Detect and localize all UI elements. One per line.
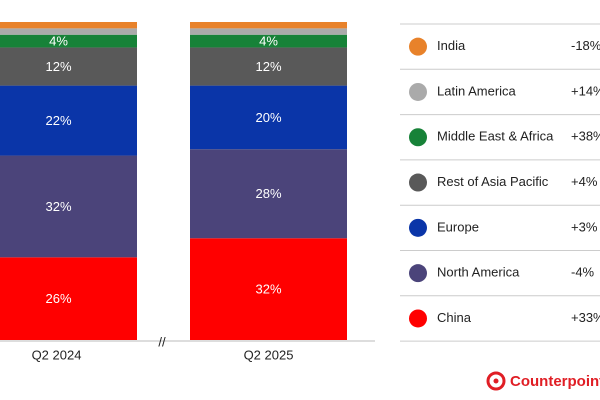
- legend-swatch: [409, 264, 427, 283]
- value-label: 32%: [45, 199, 71, 214]
- bar-segment: [190, 34, 347, 48]
- bar-segment: [190, 22, 347, 29]
- bar-segment: [190, 85, 347, 150]
- value-label: 4%: [49, 34, 68, 49]
- logo-dot: [493, 378, 499, 384]
- value-label: 22%: [45, 113, 71, 128]
- value-label: 20%: [255, 110, 281, 125]
- legend-growth: +38%: [571, 129, 600, 144]
- legend-swatch: [409, 309, 427, 328]
- legend-swatch: [409, 218, 427, 237]
- logo-icon: [486, 371, 506, 391]
- x-tick-label: Q2 2025: [244, 347, 294, 362]
- legend-swatch: [409, 128, 427, 147]
- legend-label: Middle East & Africa: [437, 129, 554, 144]
- bar-segment: [0, 47, 137, 86]
- value-label: 32%: [255, 282, 281, 297]
- bar-segment: [0, 28, 137, 35]
- bar-segment: [190, 238, 347, 340]
- legend-growth: +33%: [571, 310, 600, 325]
- legend-growth: +3%: [571, 219, 598, 234]
- bar-segment: [0, 34, 137, 48]
- bar-segment: [190, 47, 347, 86]
- legend-swatch: [409, 173, 427, 192]
- legend-growth: +14%: [571, 83, 600, 98]
- legend-growth: +4%: [571, 174, 598, 189]
- axis-break: //: [158, 334, 166, 349]
- bar-segment: [0, 22, 137, 29]
- value-label: 12%: [45, 59, 71, 74]
- value-label: 4%: [259, 34, 278, 49]
- legend-label: North America: [437, 265, 520, 280]
- value-label: 28%: [255, 186, 281, 201]
- value-label: 12%: [255, 59, 281, 74]
- bar-segment: [0, 257, 137, 340]
- legend-label: Rest of Asia Pacific: [437, 174, 549, 189]
- legend-growth: -4%: [571, 265, 595, 280]
- bar-segment: [190, 28, 347, 35]
- x-tick-label: Q2 2024: [32, 347, 82, 362]
- legend-swatch: [409, 37, 427, 56]
- legend-swatch: [409, 82, 427, 101]
- bar-segment: [0, 155, 137, 258]
- legend-label: India: [437, 38, 466, 53]
- bar-segment: [0, 85, 137, 156]
- bar-segment: [190, 149, 347, 239]
- legend-growth: -18%: [571, 38, 600, 53]
- value-label: 26%: [45, 291, 71, 306]
- legend-label: China: [437, 310, 472, 325]
- legend-label: Latin America: [437, 83, 517, 98]
- logo-text: Counterpoint: [510, 373, 600, 390]
- legend-label: Europe: [437, 219, 479, 234]
